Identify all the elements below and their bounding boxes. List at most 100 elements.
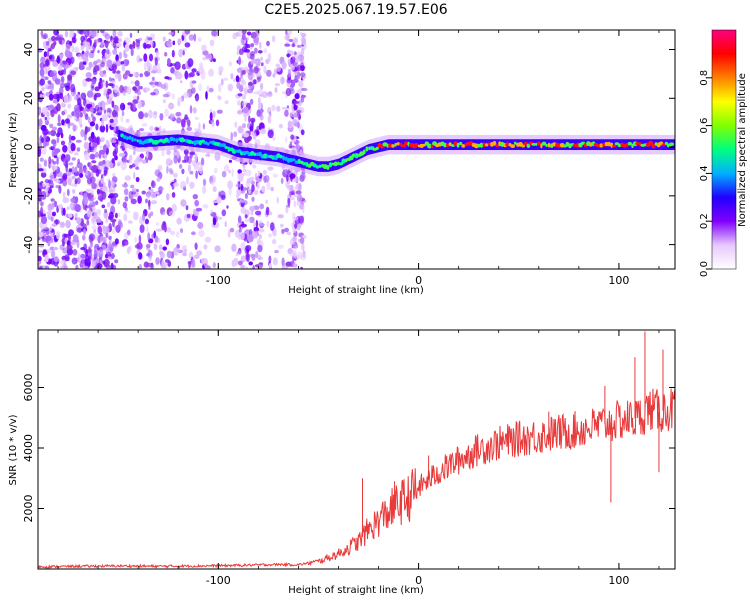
y-tick-label: 0 bbox=[22, 144, 35, 151]
ridge-blob bbox=[414, 143, 419, 148]
spectrogram-frame bbox=[37, 29, 676, 270]
ridge-blob bbox=[540, 143, 543, 149]
noise-speck bbox=[129, 164, 133, 169]
ridge-blob bbox=[133, 138, 137, 142]
noise-speck bbox=[44, 83, 48, 90]
ridge-blob bbox=[362, 149, 366, 155]
noise-speck bbox=[272, 257, 278, 266]
noise-speck bbox=[180, 199, 187, 207]
noise-speck bbox=[63, 67, 67, 75]
noise-speck bbox=[300, 47, 305, 56]
noise-speck bbox=[259, 41, 262, 50]
ridge-blob bbox=[404, 141, 408, 146]
noise-speck bbox=[268, 255, 272, 264]
noise-speck bbox=[118, 51, 123, 60]
noise-speck bbox=[85, 171, 89, 176]
noise-speck bbox=[173, 251, 179, 256]
noise-speck bbox=[233, 131, 238, 138]
noise-speck bbox=[198, 122, 201, 131]
noise-speck bbox=[67, 74, 73, 81]
noise-speck bbox=[114, 106, 120, 112]
colorbar-tick-label: 0.2 bbox=[699, 213, 710, 229]
noise-speck bbox=[276, 197, 279, 204]
noise-speck bbox=[80, 129, 85, 138]
noise-speck bbox=[101, 114, 108, 122]
noise-speck bbox=[113, 133, 118, 137]
noise-speck bbox=[103, 87, 108, 94]
noise-speck bbox=[67, 213, 73, 218]
noise-speck bbox=[64, 254, 70, 262]
noise-speck bbox=[196, 161, 203, 166]
noise-speck bbox=[146, 151, 149, 159]
noise-speck bbox=[189, 170, 194, 175]
noise-speck bbox=[137, 100, 142, 109]
noise-speck bbox=[77, 97, 82, 106]
noise-speck bbox=[230, 132, 233, 141]
noise-speck bbox=[74, 107, 81, 115]
noise-speck bbox=[57, 114, 61, 123]
noise-speck bbox=[245, 245, 252, 252]
noise-speck bbox=[150, 70, 157, 74]
noise-speck bbox=[73, 170, 80, 177]
noise-speck bbox=[51, 211, 57, 217]
noise-speck bbox=[184, 36, 187, 43]
ridge-blob bbox=[315, 165, 320, 169]
noise-speck bbox=[130, 80, 135, 85]
noise-speck bbox=[176, 217, 182, 225]
noise-speck bbox=[99, 79, 105, 83]
noise-speck bbox=[250, 59, 255, 65]
noise-speck bbox=[43, 141, 47, 148]
noise-speck bbox=[233, 78, 236, 83]
ridge-blob bbox=[386, 143, 390, 148]
noise-speck bbox=[66, 114, 73, 119]
noise-speck bbox=[187, 58, 194, 68]
noise-speck bbox=[254, 172, 258, 181]
noise-speck bbox=[186, 126, 193, 131]
noise-speck bbox=[84, 152, 90, 161]
noise-speck bbox=[56, 156, 59, 165]
noise-speck bbox=[246, 136, 252, 142]
noise-speck bbox=[290, 134, 295, 140]
noise-speck bbox=[298, 238, 301, 243]
noise-speck bbox=[301, 37, 307, 46]
noise-speck bbox=[169, 113, 175, 121]
noise-speck bbox=[89, 176, 96, 184]
noise-speck bbox=[165, 238, 170, 246]
x-tick-label: -100 bbox=[206, 274, 231, 287]
noise-speck bbox=[46, 50, 50, 57]
noise-speck bbox=[107, 144, 111, 148]
noise-speck bbox=[258, 50, 263, 54]
noise-speck bbox=[176, 72, 183, 80]
noise-speck bbox=[51, 35, 56, 42]
noise-speck bbox=[184, 70, 189, 80]
noise-speck bbox=[50, 129, 57, 137]
noise-speck bbox=[257, 101, 262, 110]
noise-speck bbox=[221, 170, 227, 178]
noise-speck bbox=[237, 93, 243, 97]
noise-speck bbox=[289, 184, 294, 192]
noise-speck bbox=[245, 37, 249, 41]
noise-speck bbox=[168, 31, 175, 36]
noise-speck bbox=[92, 78, 96, 85]
noise-speck bbox=[103, 236, 107, 245]
noise-speck bbox=[205, 153, 211, 157]
noise-speck bbox=[97, 81, 104, 89]
noise-speck bbox=[159, 250, 164, 256]
noise-speck bbox=[281, 228, 285, 234]
noise-speck bbox=[290, 173, 293, 183]
noise-speck bbox=[99, 259, 104, 264]
noise-speck bbox=[286, 174, 289, 182]
noise-speck bbox=[187, 119, 191, 127]
noise-speck bbox=[48, 182, 55, 187]
noise-speck bbox=[47, 210, 53, 217]
noise-speck bbox=[59, 53, 64, 59]
noise-speck bbox=[104, 33, 111, 40]
noise-speck bbox=[123, 53, 128, 59]
noise-speck bbox=[277, 214, 284, 219]
noise-speck bbox=[184, 30, 191, 35]
noise-speck bbox=[103, 144, 107, 153]
spectrogram-panel: -100 0 100 -40 -20 0 20 40 Height of straight l… bbox=[8, 29, 676, 296]
noise-speck bbox=[171, 192, 176, 198]
noise-speck bbox=[149, 81, 155, 85]
noise-speck bbox=[48, 104, 55, 110]
